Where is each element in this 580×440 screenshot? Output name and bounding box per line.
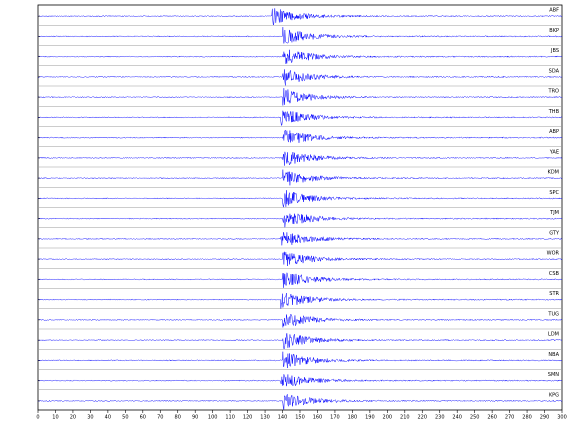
x-tick-label: 220 — [417, 415, 427, 421]
station-label: SPC — [549, 190, 559, 196]
x-tick-label: 110 — [225, 415, 235, 421]
station-label: KPG — [549, 392, 559, 398]
station-label: TUG — [547, 311, 559, 317]
trace — [37, 88, 563, 106]
trace — [37, 313, 563, 328]
x-tick-label: 120 — [243, 415, 253, 421]
station-label: BKP — [549, 28, 559, 34]
x-tick-label: 20 — [70, 415, 76, 421]
x-tick-label: 230 — [435, 415, 445, 421]
x-tick-label: 210 — [400, 415, 410, 421]
x-tick-label: 200 — [383, 415, 393, 421]
x-tick-label: 170 — [330, 415, 340, 421]
station-label: JBS — [550, 48, 559, 54]
x-tick-label: 140 — [278, 415, 288, 421]
x-tick-label: 290 — [540, 415, 550, 421]
trace — [37, 272, 563, 288]
x-tick-label: 190 — [365, 415, 375, 421]
x-tick-label: 50 — [122, 415, 128, 421]
x-tick-label: 270 — [505, 415, 515, 421]
x-tick-label: 60 — [140, 415, 146, 421]
station-label: SMN — [548, 372, 559, 378]
x-tick-label: 240 — [452, 415, 462, 421]
x-tick-label: 130 — [260, 415, 270, 421]
station-label: KDM — [548, 170, 559, 176]
x-tick-label: 80 — [175, 415, 181, 421]
x-tick-label: 40 — [105, 415, 111, 421]
trace — [37, 8, 563, 26]
x-tick-label: 70 — [157, 415, 163, 421]
station-label: THB — [548, 109, 560, 115]
x-tick-label: 10 — [52, 415, 58, 421]
x-tick-label: 280 — [522, 415, 532, 421]
x-tick-label: 90 — [192, 415, 198, 421]
trace — [37, 129, 563, 143]
trace — [37, 393, 563, 410]
station-label: ABF — [549, 8, 559, 14]
x-tick-label: 260 — [487, 415, 497, 421]
x-tick-label: 160 — [313, 415, 323, 421]
x-tick-label: 0 — [36, 415, 39, 421]
station-label: CSB — [549, 271, 560, 277]
x-tick-label: 250 — [470, 415, 480, 421]
trace — [37, 27, 563, 44]
trace — [37, 169, 563, 186]
station-label: SDA — [549, 68, 560, 74]
station-label: ABP — [549, 129, 559, 135]
trace — [37, 49, 563, 64]
x-tick-label: 30 — [87, 415, 93, 421]
station-label: NBA — [548, 352, 559, 358]
station-label: YAE — [549, 149, 559, 155]
trace — [37, 333, 563, 350]
trace — [37, 190, 563, 208]
trace — [37, 151, 563, 166]
trace — [37, 110, 563, 126]
trace — [37, 232, 563, 246]
trace — [37, 251, 563, 267]
trace — [37, 293, 563, 309]
station-label: WOR — [547, 251, 560, 257]
station-label: STR — [549, 291, 559, 297]
trace — [37, 69, 563, 86]
station-label: LDM — [548, 332, 559, 338]
trace — [37, 213, 563, 228]
trace — [37, 351, 563, 369]
station-label: TRO — [548, 89, 560, 95]
station-label: GTY — [549, 230, 560, 236]
station-label: TJM — [549, 210, 559, 216]
trace — [37, 374, 563, 387]
x-tick-label: 300 — [557, 415, 567, 421]
x-tick-label: 150 — [295, 415, 305, 421]
x-tick-label: 180 — [348, 415, 358, 421]
x-tick-label: 100 — [208, 415, 218, 421]
